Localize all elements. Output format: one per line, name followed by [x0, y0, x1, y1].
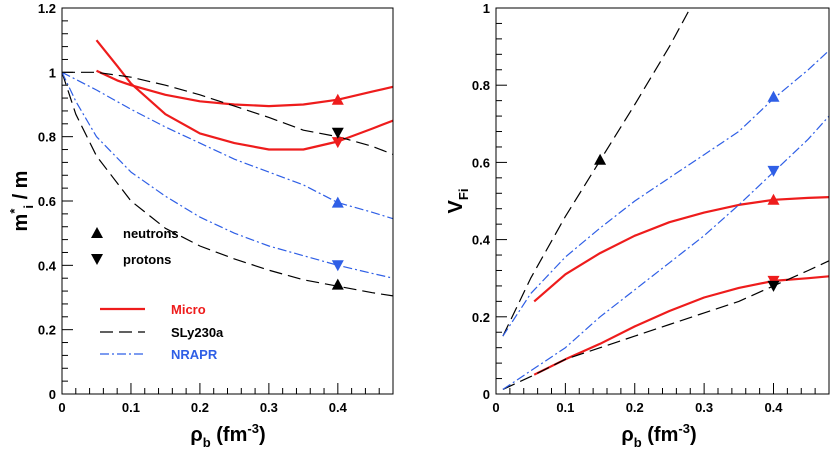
- y-tick-label: 1: [483, 1, 490, 16]
- legend-neutrons-label: neutrons: [123, 226, 179, 241]
- series-nrapr-neutrons-line: [502, 50, 830, 337]
- y-tick-label: 0: [483, 387, 490, 402]
- series-sly230a-protons-line: [61, 72, 394, 297]
- x-tick-label: 0: [58, 400, 65, 415]
- x-tick-label: 0.4: [764, 400, 783, 415]
- legend-sly230a-label: SLy230a: [171, 325, 224, 340]
- x-tick-label: 0: [492, 400, 499, 415]
- triangle-down-marker: [767, 280, 780, 292]
- model-legend: Micro SLy230a NRAPR: [100, 302, 224, 362]
- y-tick-label: 0.2: [472, 310, 490, 325]
- left-y-axis-label: m*i / m: [7, 171, 36, 232]
- right-x-axis-label: ρb (fm-3): [621, 421, 696, 450]
- y-tick-label: 1: [49, 65, 56, 80]
- right-markers-group: [594, 90, 780, 292]
- left-panel-effective-mass: 0 0.1 0.2 0.3 0.4 0 0.2 0.4 0.6 0.8 1 1.2 m*i / m ρ…: [7, 1, 394, 450]
- left-axis-ticks: 0 0.1 0.2 0.3 0.4 0 0.2 0.4 0.6 0.8 1 1.2: [38, 1, 394, 415]
- y-tick-label: 0.6: [472, 155, 490, 170]
- y-tick-label: 0.2: [38, 323, 56, 338]
- series-micro-neutrons-line: [533, 196, 830, 303]
- legend-triangle-down-marker: [91, 254, 103, 265]
- x-tick-label: 0.3: [260, 400, 278, 415]
- series-micro-protons-line: [95, 39, 394, 151]
- x-tick-label: 0.1: [122, 400, 140, 415]
- x-tick-label: 0.2: [626, 400, 644, 415]
- right-y-axis-label: VFi: [445, 189, 471, 214]
- legend-micro-label: Micro: [171, 302, 206, 317]
- series-sly230a-neutrons-line: [62, 71, 394, 155]
- y-tick-label: 0.8: [38, 130, 56, 145]
- legend-nrapr-label: NRAPR: [171, 347, 218, 362]
- series-nrapr-protons-line: [61, 72, 394, 279]
- series-nrapr-neutrons-line: [61, 71, 394, 220]
- x-tick-label: 0.2: [191, 400, 209, 415]
- triangle-down-marker: [331, 260, 344, 272]
- right-series-group: [502, 11, 830, 390]
- x-tick-label: 0.1: [556, 400, 574, 415]
- left-series-group: [61, 39, 394, 297]
- triangle-up-marker: [331, 196, 344, 208]
- triangle-up-marker: [767, 193, 780, 205]
- y-tick-label: 0.4: [38, 258, 57, 273]
- right-axis-ticks: 0 0.1 0.2 0.3 0.4 0 0.2 0.4 0.6 0.8 1: [472, 1, 830, 415]
- series-micro-protons-line: [533, 275, 830, 376]
- triangle-up-marker: [331, 93, 344, 105]
- triangle-up-marker: [331, 278, 344, 290]
- legend-protons-label: protons: [123, 252, 171, 267]
- y-tick-label: 0: [49, 387, 56, 402]
- y-tick-label: 0.6: [38, 194, 56, 209]
- legend-triangle-up-marker: [91, 227, 103, 238]
- y-tick-label: 0.4: [472, 233, 491, 248]
- series-nrapr-protons-line: [502, 115, 830, 390]
- left-x-axis-label: ρb (fm-3): [190, 421, 265, 450]
- triangle-up-marker: [767, 90, 780, 102]
- right-panel-fermi-velocity: 0 0.1 0.2 0.3 0.4 0 0.2 0.4 0.6 0.8 1 VFi ρb (fm-3…: [445, 1, 830, 450]
- marker-legend: neutrons protons: [91, 226, 179, 267]
- left-markers-group: [331, 93, 344, 290]
- x-tick-label: 0.4: [329, 400, 348, 415]
- series-micro-neutrons-line: [96, 69, 394, 108]
- y-tick-label: 0.8: [472, 78, 490, 93]
- triangle-up-marker: [594, 153, 607, 165]
- triangle-down-marker: [331, 137, 344, 149]
- x-tick-label: 0.3: [695, 400, 713, 415]
- y-tick-label: 1.2: [38, 1, 56, 16]
- triangle-down-marker: [331, 127, 344, 139]
- series-sly230a-protons-line: [502, 260, 830, 390]
- triangle-down-marker: [767, 165, 780, 177]
